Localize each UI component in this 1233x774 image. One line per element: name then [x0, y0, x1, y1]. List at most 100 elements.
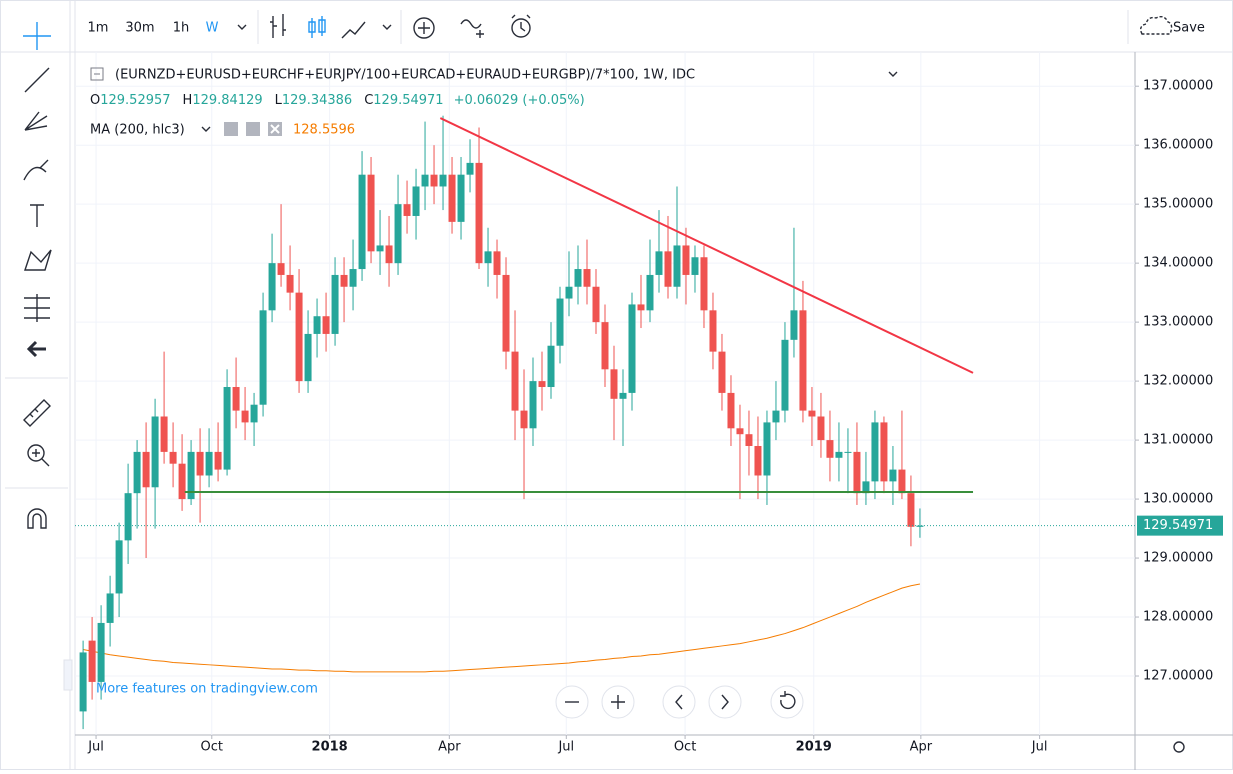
candle-body	[358, 174, 366, 270]
dropdown-icon[interactable]	[201, 126, 211, 132]
candle-body	[511, 351, 519, 411]
text-tool[interactable]	[30, 204, 44, 227]
x-tick-label: Oct	[674, 740, 696, 755]
x-tick-label: Jul	[557, 740, 574, 755]
collapse-icon[interactable]	[90, 67, 104, 81]
ohlc-label: O	[90, 93, 100, 108]
back-tool[interactable]	[26, 340, 46, 358]
dropdown-icon[interactable]	[237, 24, 247, 30]
interval-button[interactable]: 1m	[88, 21, 109, 36]
candle-body	[826, 440, 834, 458]
save-button[interactable]: Save	[1173, 21, 1205, 36]
candle-body	[898, 469, 906, 494]
scroll-left-icon	[675, 694, 683, 710]
candle-body	[277, 263, 285, 275]
change-value: +0.06029 (+0.05%)	[454, 93, 585, 108]
zoom-tool[interactable]	[27, 444, 45, 462]
candle-body	[268, 263, 276, 311]
trendline-tool[interactable]	[24, 67, 50, 93]
interval-button[interactable]: 30m	[125, 21, 154, 36]
interval-button[interactable]: W	[206, 21, 219, 36]
candle-body	[169, 451, 177, 464]
dropdown-icon[interactable]	[888, 71, 898, 77]
candle-body	[664, 251, 672, 287]
candle-body	[763, 422, 771, 476]
y-tick-label: 136.00000	[1143, 138, 1213, 153]
plot-area	[75, 115, 1135, 730]
ma-value: 128.5596	[293, 123, 355, 138]
collapse-handle[interactable]	[63, 659, 73, 691]
ruler-tool[interactable]	[23, 399, 51, 427]
candle-body	[250, 404, 258, 423]
scroll-right-button[interactable]	[708, 685, 742, 719]
candle-body	[367, 174, 375, 252]
candle-body	[565, 286, 573, 299]
navigation	[555, 685, 804, 719]
candle-body	[97, 622, 105, 682]
candle-body	[232, 387, 240, 411]
area-icon[interactable]	[341, 21, 366, 39]
scroll-left-button[interactable]	[662, 685, 696, 719]
candle-body	[187, 451, 195, 500]
x-tick-label: 2019	[796, 740, 832, 755]
ma-label: MA (200, hlc3)	[90, 123, 185, 138]
candle-body	[88, 640, 96, 682]
pattern-tool[interactable]	[24, 249, 52, 271]
brush-tool[interactable]	[23, 159, 49, 181]
ohlc-value: 129.52957	[100, 93, 170, 108]
dropdown-icon[interactable]	[382, 24, 392, 30]
indicators-icon[interactable]	[413, 17, 435, 39]
candles-icon[interactable]	[308, 16, 326, 38]
fib-tool[interactable]	[24, 111, 48, 131]
visibility-button[interactable]	[224, 122, 238, 136]
reset-icon	[780, 691, 796, 710]
indicators-icon[interactable]	[418, 22, 430, 34]
candle-body	[817, 416, 825, 441]
ohlc-value: 129.84129	[192, 93, 262, 108]
zoom-in-icon	[611, 695, 625, 709]
candle-body	[322, 316, 330, 334]
candle-body	[349, 269, 357, 287]
candle-body	[484, 251, 492, 264]
save-icon[interactable]	[1139, 15, 1173, 35]
remove-icon	[270, 124, 280, 134]
settings-button[interactable]	[246, 122, 260, 136]
x-tick-label: Apr	[438, 740, 461, 755]
candle-body	[610, 369, 618, 399]
candle-body	[115, 540, 123, 594]
candle-body	[133, 451, 141, 494]
x-tick-label: Oct	[201, 740, 223, 755]
candle-body	[529, 381, 537, 429]
candle-body	[520, 410, 528, 429]
y-tick-label: 137.00000	[1143, 79, 1213, 94]
alert-icon[interactable]	[511, 14, 531, 32]
settings-icon[interactable]	[1173, 741, 1185, 753]
candle-body	[880, 422, 888, 482]
candle-body	[331, 274, 339, 334]
candle-body	[754, 445, 762, 476]
candle-body	[745, 434, 753, 446]
candle-body	[601, 322, 609, 370]
candle-body	[403, 204, 411, 216]
candle-body	[646, 274, 654, 311]
interval-button[interactable]: 1h	[173, 21, 190, 36]
x-tick-label: 2018	[312, 740, 348, 755]
candle-body	[142, 451, 150, 488]
bars-icon[interactable]	[270, 14, 286, 38]
candle-body	[637, 304, 645, 311]
compare-icon[interactable]	[460, 19, 484, 38]
moving-average	[83, 583, 921, 673]
alert-icon[interactable]	[511, 18, 531, 38]
reset-button[interactable]	[770, 685, 804, 719]
prediction-tool[interactable]	[24, 294, 50, 322]
candle-body	[160, 416, 168, 452]
candle-body	[673, 245, 681, 287]
magnet-tool[interactable]	[27, 508, 47, 529]
x-tick-label: Apr	[910, 740, 933, 755]
crosshair-tool[interactable]	[23, 22, 51, 50]
promo-link[interactable]: More features on tradingview.com	[96, 682, 318, 697]
candle-body	[655, 251, 663, 275]
candle-body	[304, 333, 312, 382]
candle-body	[493, 251, 501, 275]
zoom-tool[interactable]	[32, 449, 50, 467]
